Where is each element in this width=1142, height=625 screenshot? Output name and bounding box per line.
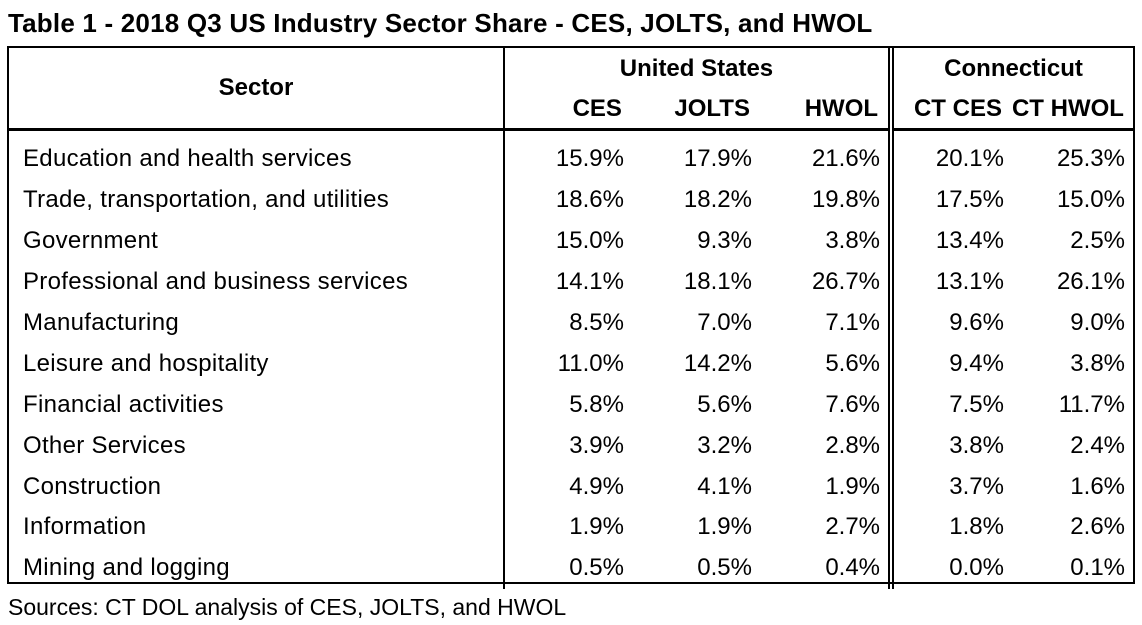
table-row: Construction 4.9% 4.1% 1.9% 3.7% 1.6%	[9, 466, 1133, 508]
ct-ces-cell: 9.4%	[949, 349, 1004, 377]
ces-cell: 4.9%	[569, 472, 624, 500]
ces-cell: 15.0%	[555, 227, 624, 255]
sector-cell: Other Services	[9, 425, 505, 467]
table-row: Trade, transportation, and utilities 18.6…	[9, 179, 1133, 221]
table-row: Mining and logging 0.5% 0.5% 0.4% 0.0% 0.1%	[9, 547, 1133, 589]
ct-ces-cell: 3.8%	[949, 431, 1004, 459]
table-row: Education and health services 15.9% 17.9% 2…	[9, 139, 1133, 180]
table-row: Information 1.9% 1.9% 2.7% 1.8% 2.6%	[9, 507, 1133, 548]
table-row: Manufacturing 8.5% 7.0% 7.1% 9.6% 9.0%	[9, 302, 1133, 344]
ct-ces-cell: 9.6%	[949, 309, 1004, 336]
ct-hwol-cell: 0.1%	[1070, 554, 1125, 582]
jolts-cell: 14.2%	[683, 349, 752, 377]
ces-cell: 14.1%	[555, 268, 624, 296]
hwol-cell: 7.1%	[759, 302, 895, 344]
ct-hwol-cell: 25.3%	[1056, 145, 1125, 173]
sector-cell: Leisure and hospitality	[9, 343, 505, 385]
connecticut-group-header: Connecticut	[944, 55, 1083, 82]
hwol-cell: 21.6%	[759, 139, 895, 180]
hwol-cell: 0.4%	[759, 547, 895, 589]
ct-ces-cell: 3.7%	[949, 472, 1004, 500]
ces-cell: 5.8%	[569, 390, 624, 418]
hwol-cell: 7.6%	[759, 384, 895, 426]
hwol-cell: 2.8%	[759, 425, 895, 467]
ces-cell: 15.9%	[555, 145, 624, 173]
table-row: Other Services 3.9% 3.2% 2.8% 3.8% 2.4%	[9, 425, 1133, 467]
ct-hwol-cell: 11.7%	[1058, 390, 1125, 418]
ces-cell: 3.9%	[569, 431, 624, 459]
jolts-cell: 0.5%	[697, 554, 752, 582]
jolts-cell: 5.6%	[697, 390, 752, 418]
source-note: Sources: CT DOL analysis of CES, JOLTS, …	[8, 594, 567, 620]
jolts-cell: 18.1%	[683, 268, 752, 296]
ces-cell: 8.5%	[569, 309, 624, 336]
table-body: Education and health services 15.9% 17.9% 2…	[9, 129, 1133, 589]
ces-cell: 11.0%	[557, 349, 624, 377]
hwol-cell: 3.8%	[759, 220, 895, 262]
ct-hwol-cell: 2.6%	[1070, 513, 1125, 541]
sector-column-header: Sector	[9, 48, 505, 131]
table-row: Leisure and hospitality 11.0% 14.2% 5.6% 9.4…	[9, 343, 1133, 385]
sector-share-table-frame: Sector United States Connecticut CES JOL…	[7, 46, 1135, 589]
jolts-cell: 4.1%	[697, 472, 752, 500]
hwol-cell: 26.7%	[759, 261, 895, 303]
ces-cell: 0.5%	[569, 554, 624, 582]
table-title: Table 1 - 2018 Q3 US Industry Sector Sha…	[8, 8, 873, 38]
ct-hwol-cell: 26.1%	[1056, 268, 1125, 296]
ct-ces-column-header: CT CES	[891, 90, 1012, 131]
ct-hwol-cell: 2.5%	[1070, 227, 1125, 255]
table-row: Professional and business services 14.1% 1…	[9, 261, 1133, 303]
hwol-column-header: HWOL	[759, 90, 895, 131]
sector-cell: Education and health services	[9, 139, 505, 180]
ces-cell: 18.6%	[555, 186, 624, 214]
ct-ces-cell: 0.0%	[949, 554, 1004, 582]
jolts-cell: 18.2%	[683, 186, 752, 214]
ces-cell: 1.9%	[569, 513, 624, 541]
table-row: Government 15.0% 9.3% 3.8% 13.4% 2.5%	[9, 220, 1133, 262]
sector-cell: Manufacturing	[9, 302, 505, 344]
ct-ces-cell: 7.5%	[949, 390, 1004, 418]
ct-ces-cell: 13.1%	[935, 268, 1004, 296]
ct-hwol-cell: 1.6%	[1070, 472, 1125, 500]
jolts-cell: 3.2%	[697, 431, 752, 459]
sector-cell: Financial activities	[9, 384, 505, 426]
ct-ces-cell: 13.4%	[935, 227, 1004, 255]
ces-column-header: CES	[503, 90, 632, 131]
sector-share-table: Sector United States Connecticut CES JOL…	[9, 48, 1133, 589]
header-spacer-row	[9, 129, 1133, 139]
hwol-cell: 19.8%	[759, 179, 895, 221]
hwol-cell: 2.7%	[759, 507, 895, 548]
header-column-row: CES JOLTS HWOL CT CES CT HWOL	[9, 90, 1133, 131]
ct-hwol-cell: 2.4%	[1070, 431, 1125, 459]
table-row: Financial activities 5.8% 5.6% 7.6% 7.5% 11.7…	[9, 384, 1133, 426]
sector-cell: Mining and logging	[9, 547, 505, 589]
sector-cell: Information	[9, 507, 505, 548]
jolts-cell: 17.9%	[683, 145, 752, 173]
ct-hwol-cell: 3.8%	[1070, 349, 1125, 377]
jolts-cell: 7.0%	[697, 309, 752, 336]
jolts-cell: 1.9%	[697, 513, 752, 541]
hwol-cell: 5.6%	[759, 343, 895, 385]
jolts-cell: 9.3%	[697, 227, 752, 255]
ct-hwol-cell: 15.0%	[1056, 186, 1125, 214]
sector-cell: Construction	[9, 466, 505, 508]
ct-ces-cell: 17.5%	[935, 186, 1004, 214]
sector-cell: Government	[9, 220, 505, 262]
hwol-cell: 1.9%	[759, 466, 895, 508]
ct-hwol-cell: 9.0%	[1070, 309, 1125, 336]
sector-cell: Professional and business services	[9, 261, 505, 303]
ct-ces-cell: 1.8%	[949, 513, 1004, 541]
jolts-column-header: JOLTS	[631, 90, 760, 131]
united-states-group-header: United States	[503, 48, 895, 90]
header-group-row: Sector United States Connecticut	[9, 48, 1133, 131]
ct-ces-cell: 20.1%	[935, 145, 1004, 173]
ct-hwol-column-header: CT HWOL	[1011, 90, 1133, 131]
sector-cell: Trade, transportation, and utilities	[9, 179, 505, 221]
